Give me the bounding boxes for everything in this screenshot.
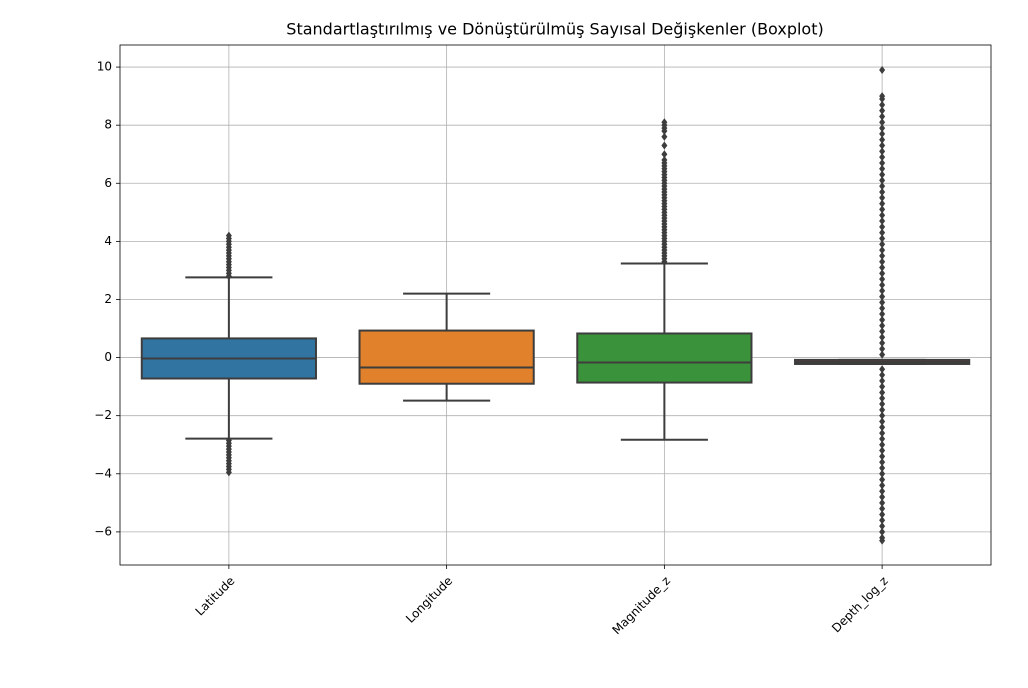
outlier — [879, 286, 886, 295]
outlier — [879, 182, 886, 191]
outlier — [879, 458, 886, 467]
outlier — [879, 394, 886, 403]
outlier — [879, 280, 886, 289]
outlier — [879, 516, 886, 525]
outlier — [879, 176, 886, 185]
outlier — [879, 333, 886, 342]
outlier — [879, 158, 886, 167]
outlier — [879, 350, 886, 359]
y-tick-label: 0 — [104, 350, 112, 364]
outlier — [879, 522, 886, 531]
y-tick-label: 6 — [104, 176, 112, 190]
outlier — [879, 217, 886, 226]
outlier — [879, 65, 886, 74]
outlier — [879, 510, 886, 519]
outlier — [879, 434, 886, 443]
outlier — [661, 141, 668, 150]
y-tick-label: −4 — [94, 466, 112, 480]
outlier — [879, 481, 886, 490]
outlier — [879, 339, 886, 348]
outlier — [879, 124, 886, 133]
outlier — [225, 231, 232, 240]
outlier — [879, 504, 886, 513]
y-tick-label: 8 — [104, 118, 112, 132]
outlier — [879, 493, 886, 502]
outlier — [879, 170, 886, 179]
outlier — [879, 106, 886, 115]
outlier — [879, 446, 886, 455]
y-tick-label: −6 — [94, 524, 112, 538]
outlier — [879, 135, 886, 144]
outlier — [879, 417, 886, 426]
outlier — [879, 405, 886, 414]
outlier — [879, 498, 886, 507]
outlier — [879, 310, 886, 319]
outlier — [879, 304, 886, 313]
outlier — [879, 371, 886, 380]
outlier — [879, 193, 886, 202]
outlier — [879, 100, 886, 109]
outlier — [879, 327, 886, 336]
outlier — [879, 388, 886, 397]
outlier — [879, 112, 886, 121]
outlier — [879, 240, 886, 249]
outlier — [879, 315, 886, 324]
outlier — [879, 211, 886, 220]
outlier — [661, 156, 668, 165]
outlier — [879, 487, 886, 496]
outlier — [879, 222, 886, 231]
outlier — [879, 164, 886, 173]
y-tick-label: 10 — [97, 60, 112, 74]
outlier — [879, 536, 886, 545]
outlier — [879, 423, 886, 432]
outlier — [879, 382, 886, 391]
outlier — [879, 429, 886, 438]
outlier — [879, 440, 886, 449]
plot-frame — [119, 44, 992, 566]
outlier — [879, 205, 886, 214]
outlier — [879, 400, 886, 409]
outlier — [879, 527, 886, 536]
outlier — [661, 150, 668, 159]
outlier — [879, 452, 886, 461]
outlier — [879, 269, 886, 278]
outlier — [879, 147, 886, 156]
y-tick-label: −2 — [94, 408, 112, 422]
outlier — [879, 376, 886, 385]
outlier — [879, 153, 886, 162]
outlier — [879, 321, 886, 330]
outlier — [879, 92, 886, 101]
outlier — [879, 234, 886, 243]
outlier — [879, 298, 886, 307]
outlier — [879, 187, 886, 196]
outlier — [879, 475, 886, 484]
outlier — [661, 132, 668, 141]
y-tick-label: 2 — [104, 292, 112, 306]
outlier — [879, 292, 886, 301]
outlier — [879, 257, 886, 266]
outlier — [225, 468, 232, 477]
y-tick-label: 4 — [104, 234, 112, 248]
outlier — [879, 344, 886, 353]
outlier — [879, 263, 886, 272]
outlier — [879, 199, 886, 208]
outlier — [879, 411, 886, 420]
outlier — [879, 275, 886, 284]
outlier — [879, 118, 886, 127]
outlier — [879, 469, 886, 478]
box — [358, 329, 535, 385]
outlier — [879, 251, 886, 260]
outlier — [879, 129, 886, 138]
outlier — [879, 246, 886, 255]
outlier — [879, 463, 886, 472]
outlier — [879, 228, 886, 237]
chart-title: Standartlaştırılmış ve Dönüştürülmüş Say… — [286, 20, 823, 39]
box — [576, 332, 753, 384]
outlier — [879, 365, 886, 374]
outlier — [661, 118, 668, 127]
outlier — [879, 141, 886, 150]
